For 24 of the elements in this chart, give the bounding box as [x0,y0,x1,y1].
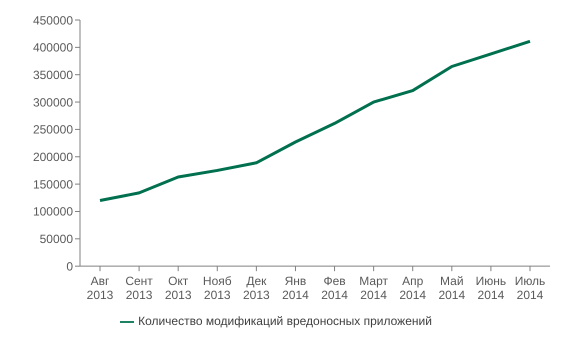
x-tick-label: Дек 2013 [243,274,270,302]
y-tick-label: 300000 [32,95,74,110]
y-tick-label: 50000 [40,232,74,246]
x-tick-label: Фев 2014 [321,274,348,302]
y-tick-label: 450000 [32,13,74,28]
x-tick-label: Апр 2014 [399,274,426,302]
x-tick-label: Янв 2014 [282,274,310,302]
y-tick-label: 200000 [32,150,74,164]
y-tick-label: 250000 [32,122,74,137]
x-tick-label: Май 2014 [438,274,466,302]
y-tick-label: 150000 [32,177,74,192]
y-tick-label: 400000 [32,40,74,55]
y-tick-label: 350000 [32,68,74,82]
line-series [98,40,532,202]
x-tick-label: Июль 2014 [514,274,546,302]
x-tick-label: Окт 2013 [164,274,192,302]
x-tick-label: Сент 2013 [125,274,154,302]
y-tick-label: 0 [66,259,74,274]
x-tick-label: Март 2014 [359,274,388,302]
x-tick-label: Нояб 2013 [202,274,232,302]
y-tick-label: 100000 [32,204,74,219]
x-tick-label: Июнь 2014 [476,274,506,302]
legend-label: Количество модификаций вредоносных приложений [138,314,432,328]
x-tick-label: Авг 2013 [86,274,114,302]
